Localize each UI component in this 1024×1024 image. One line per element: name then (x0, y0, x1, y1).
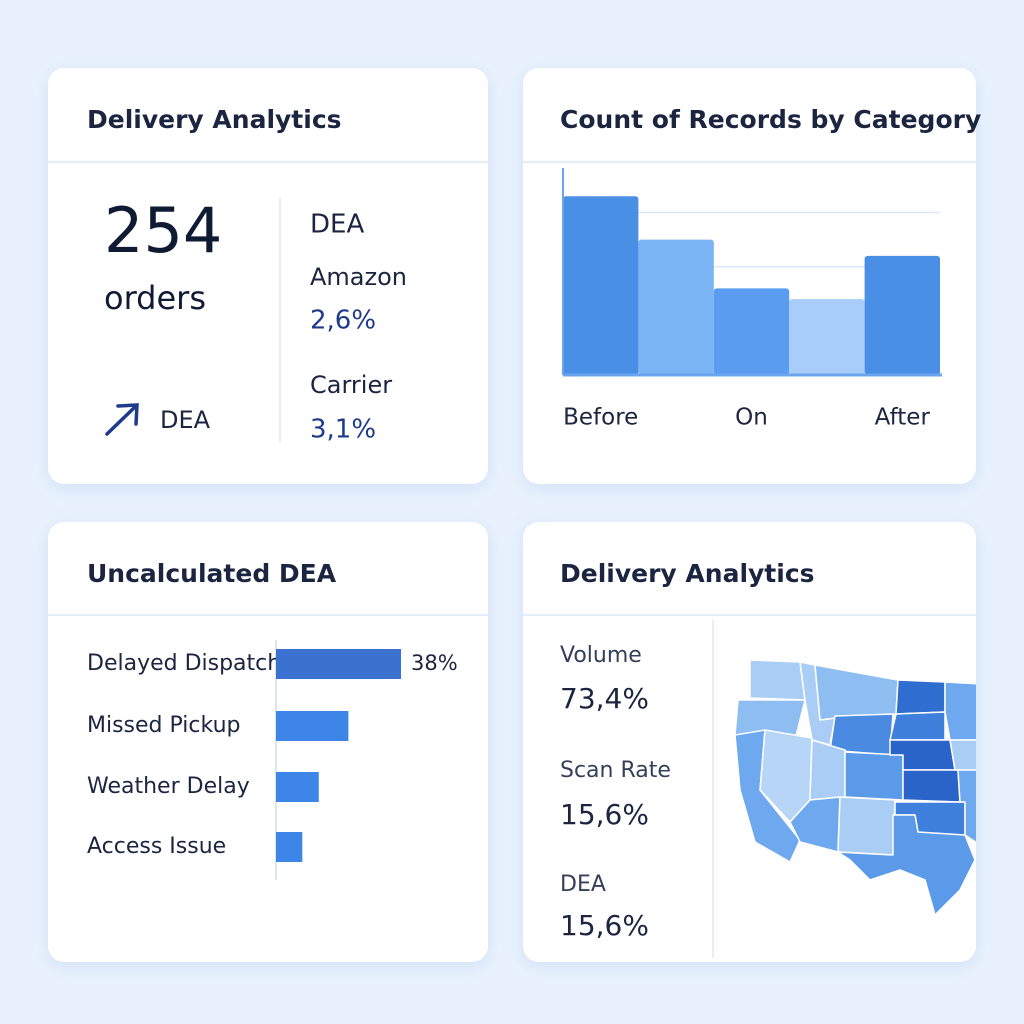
kpi-value: 254 (104, 194, 222, 267)
metric-value: 73,4% (560, 682, 649, 715)
bar (563, 196, 639, 375)
stat-value: 2,6% (310, 306, 376, 336)
bar (864, 255, 940, 375)
card (523, 68, 976, 484)
region (749, 659, 806, 701)
x-tick-label: On (735, 405, 768, 431)
metric-label: Scan Rate (560, 758, 671, 783)
metric-label: DEA (560, 872, 606, 897)
region (889, 711, 946, 741)
hbar-chart: Delayed Dispatch 38% Missed Pickup Weather … (87, 640, 458, 880)
metric-value: 15,6% (560, 909, 649, 942)
stat-label: Carrier (310, 371, 392, 399)
y-tick-label: Missed Pickup (87, 713, 240, 738)
region (949, 739, 976, 771)
trend-arrow (105, 403, 139, 436)
bar (276, 711, 349, 741)
card (48, 522, 488, 962)
chart-title: Uncalculated DEA (87, 559, 337, 588)
bar (276, 772, 319, 802)
stat-value: 3,1% (310, 415, 376, 445)
card-title: Delivery Analytics (560, 559, 815, 588)
x-tick-label: After (875, 405, 931, 431)
y-tick-label: Access Issue (87, 834, 226, 859)
region (957, 769, 976, 844)
data-label: 38% (411, 651, 458, 675)
x-tick-label: Before (563, 405, 638, 431)
stats-heading: DEA (310, 210, 364, 240)
metric-label: Volume (560, 643, 642, 668)
region (902, 769, 961, 803)
chart-title: Count of Records by Category (560, 105, 981, 134)
card (48, 68, 488, 484)
bar (713, 288, 790, 375)
bar (638, 239, 714, 375)
region (844, 751, 904, 801)
bar (276, 649, 402, 679)
metric-value: 15,6% (560, 798, 649, 831)
map (734, 659, 976, 916)
y-tick-label: Weather Delay (87, 774, 250, 799)
stat-label: Amazon (310, 263, 407, 291)
kpi-unit: orders (104, 279, 206, 317)
bar (276, 832, 303, 862)
bar-chart: Before On After (562, 168, 942, 431)
region (837, 796, 896, 856)
region (944, 681, 976, 741)
bar (789, 299, 865, 375)
card-title: Delivery Analytics (87, 105, 342, 134)
region (809, 739, 846, 801)
y-tick-label: Delayed Dispatch (87, 651, 281, 676)
trend-label: DEA (160, 406, 211, 434)
region (837, 814, 976, 916)
region (895, 679, 946, 715)
